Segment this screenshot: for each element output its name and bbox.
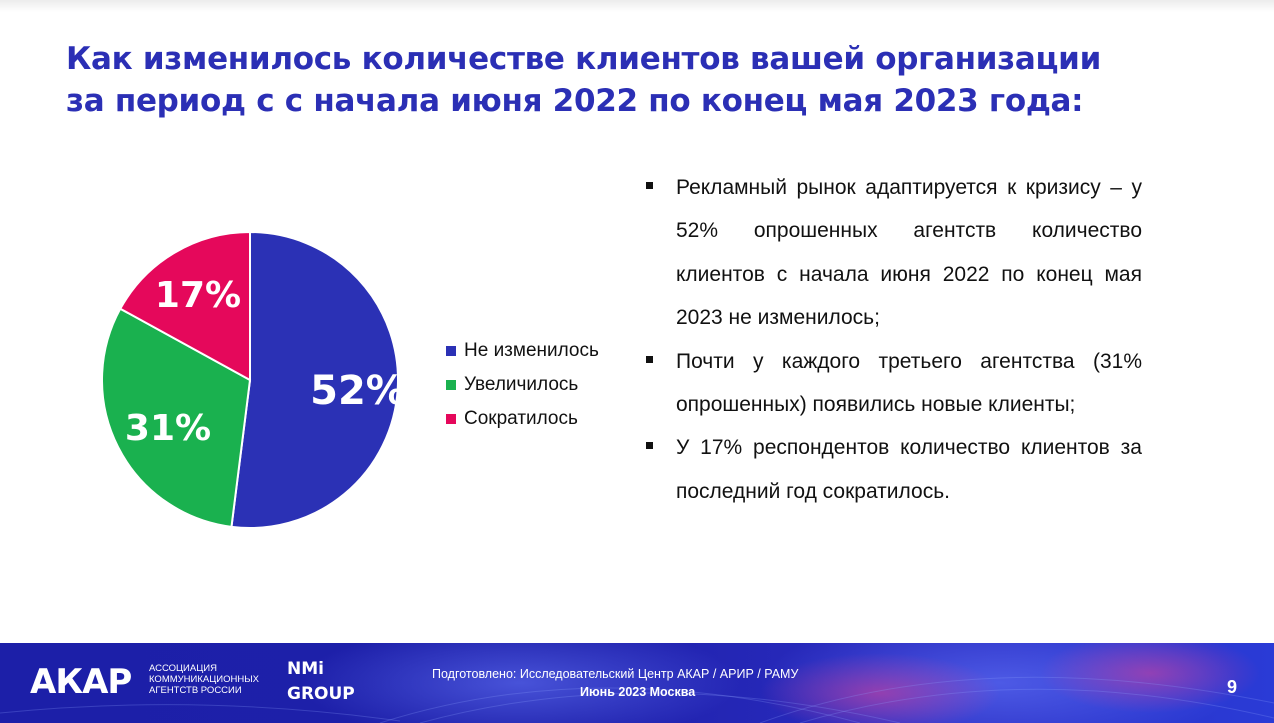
legend-item-0: Не изменилось: [446, 334, 599, 368]
slide-title: Как изменилось количестве клиентов вашей…: [66, 38, 1246, 122]
footer-background-pattern: [0, 643, 1274, 723]
legend-label: Не изменилось: [464, 340, 599, 361]
slide-title-line-1: Как изменилось количестве клиентов вашей…: [66, 41, 1102, 77]
bullet-square-icon: [646, 442, 653, 450]
pie-chart: 52% 31% 17%: [101, 230, 406, 529]
top-shadow-line: [0, 0, 1274, 12]
bullet-text: Рекламный рынок адаптируется к кризису –…: [676, 176, 1142, 330]
akap-logo-subtitle: АССОЦИАЦИЯ КОММУНИКАЦИОННЫХ АГЕНТСТВ РОС…: [149, 663, 259, 696]
legend-item-2: Сократилось: [446, 402, 599, 436]
pie-slice-0: [230, 230, 399, 529]
bullet-item-0: Рекламный рынок адаптируется к кризису –…: [646, 166, 1142, 340]
date-location-text: Июнь 2023 Москва: [580, 685, 696, 699]
chart-legend: Не изменилось Увеличилось Сократилось: [446, 334, 599, 436]
nmi-group-logo: NMi GROUP: [287, 657, 355, 707]
page-number: 9: [1227, 677, 1238, 697]
slide-title-line-2: за период с с начала июня 2022 по конец …: [66, 83, 1084, 119]
bullet-text: Почти у каждого третьего агентства (31% …: [676, 349, 1142, 417]
bullet-square-icon: [646, 182, 653, 189]
legend-swatch: [446, 346, 456, 356]
legend-label: Сократилось: [464, 408, 578, 429]
akap-logo: АКАР: [30, 662, 132, 702]
pie-data-label-2: 17%: [155, 275, 241, 316]
pie-slice-2: [118, 230, 251, 382]
pie-data-label-1: 31%: [125, 408, 211, 449]
legend-swatch: [446, 380, 456, 390]
nmi-group-logo-line-2: GROUP: [287, 684, 355, 704]
bullet-text: У 17% респондентов количество клиентов з…: [676, 436, 1142, 503]
prepared-by-text: Подготовлено: Исследовательский Центр АК…: [432, 667, 799, 681]
bullet-list: Рекламный рынок адаптируется к кризису –…: [646, 166, 1142, 513]
bullet-item-2: У 17% респондентов количество клиентов з…: [646, 426, 1142, 513]
bullet-square-icon: [646, 355, 653, 363]
nmi-group-logo-line-1: NMi: [287, 659, 324, 679]
legend-swatch: [446, 414, 456, 424]
pie-data-label-0: 52%: [310, 368, 406, 414]
legend-item-1: Увеличилось: [446, 368, 599, 402]
legend-label: Увеличилось: [464, 374, 579, 395]
pie-slice-1: [101, 307, 252, 528]
bullet-item-1: Почти у каждого третьего агентства (31% …: [646, 340, 1142, 427]
footer-bar: АКАР АССОЦИАЦИЯ КОММУНИКАЦИОННЫХ АГЕНТСТ…: [0, 643, 1274, 723]
